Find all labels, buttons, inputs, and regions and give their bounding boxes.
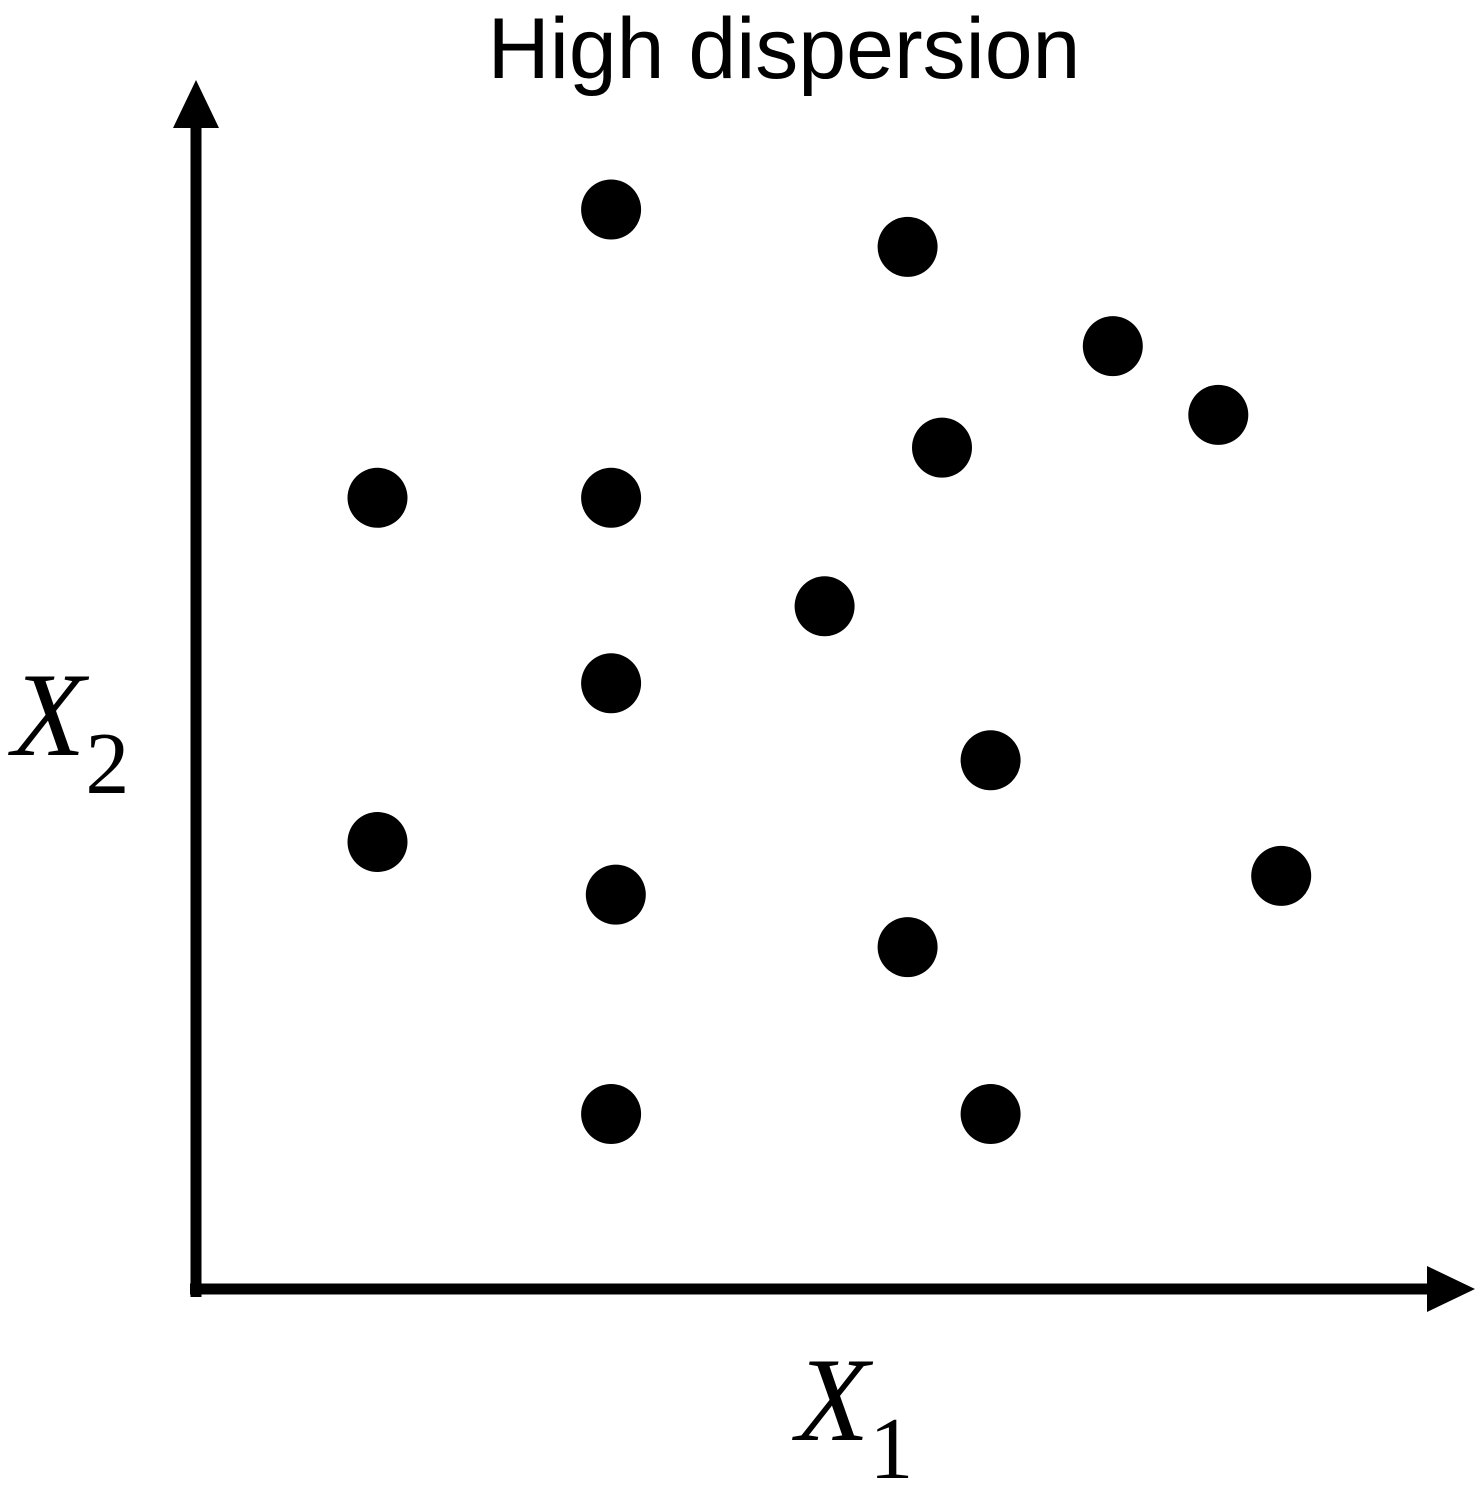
y-axis-arrowhead bbox=[173, 80, 219, 128]
scatter-point bbox=[794, 576, 855, 637]
scatter-point bbox=[960, 730, 1021, 791]
scatter-point bbox=[581, 1084, 642, 1144]
x-axis-label-subscript: 1 bbox=[869, 1401, 913, 1488]
x-axis-arrowhead bbox=[1427, 1266, 1475, 1312]
scatter-points bbox=[347, 179, 1312, 1144]
scatter-point bbox=[585, 864, 646, 925]
x-axis bbox=[190, 1266, 1475, 1312]
scatter-point bbox=[347, 812, 408, 872]
scatter-point bbox=[347, 467, 408, 528]
scatter-point bbox=[877, 917, 938, 978]
scatter-point bbox=[960, 1084, 1021, 1144]
y-axis-label: X2 bbox=[8, 648, 129, 813]
y-axis bbox=[173, 80, 219, 1297]
y-axis-label-subscript: 2 bbox=[85, 716, 129, 813]
chart-title: High dispersion bbox=[488, 1, 1081, 97]
y-axis-label-variable: X bbox=[8, 648, 90, 781]
scatter-point bbox=[1251, 845, 1312, 906]
scatter-point bbox=[581, 179, 642, 240]
scatter-point bbox=[1188, 384, 1249, 445]
scatter-point bbox=[581, 653, 642, 714]
scatter-point bbox=[912, 417, 972, 478]
x-axis-label: X1 bbox=[792, 1333, 913, 1488]
scatter-point bbox=[877, 216, 938, 277]
scatter-point bbox=[581, 467, 642, 528]
x-axis-label-variable: X bbox=[792, 1333, 874, 1466]
scatter-point bbox=[1082, 316, 1143, 377]
